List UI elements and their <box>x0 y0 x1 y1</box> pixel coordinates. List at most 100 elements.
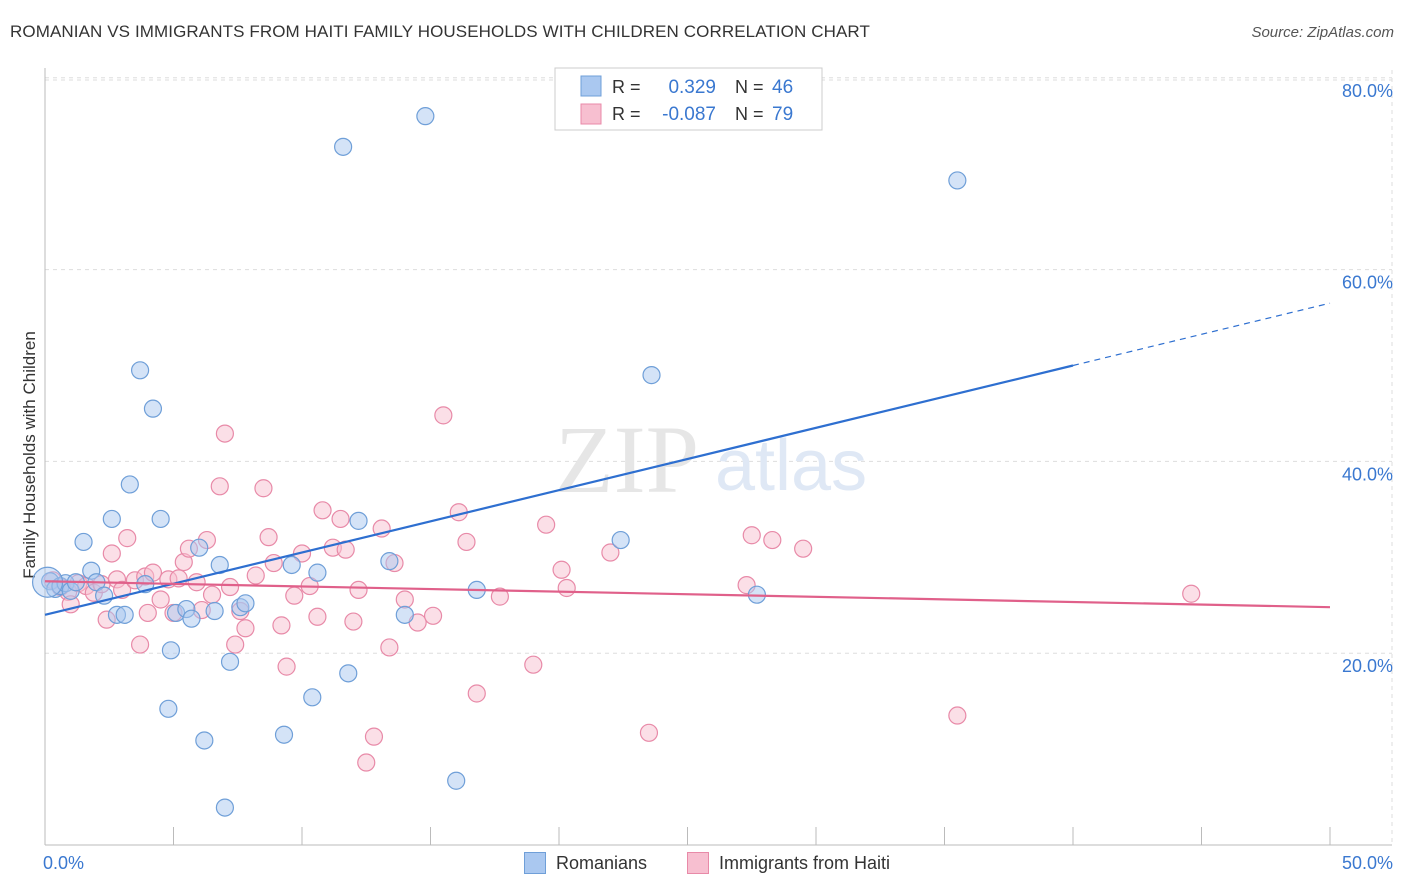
haiti-point <box>639 723 659 742</box>
romanian-point <box>151 509 170 529</box>
legend-label-romanians: Romanians <box>556 852 648 873</box>
haiti-point <box>285 586 304 605</box>
romanian-trend-line <box>44 364 1074 616</box>
haiti-point <box>272 616 291 635</box>
haiti-point <box>138 603 157 623</box>
legend-top: R = 0.329 N = 46 R = -0.087 N = 79 <box>554 67 823 131</box>
haiti-point <box>254 479 273 498</box>
romanian-point <box>447 771 466 790</box>
legend-swatch-blue <box>580 75 602 97</box>
source-label: Source: ZipAtlas.com <box>1251 24 1394 41</box>
romanian-point <box>339 664 358 683</box>
romanian-point <box>74 532 93 552</box>
haiti-point <box>226 635 245 654</box>
haiti-point <box>490 587 509 606</box>
haiti-point <box>331 509 350 529</box>
legend-swatch-haiti <box>687 852 709 874</box>
haiti-trend-line <box>44 580 1331 609</box>
x-tick-label-max: 50.0% <box>1342 853 1393 873</box>
x-tick-labels: 0.0% 50.0% <box>43 853 1393 873</box>
axes <box>44 68 1392 846</box>
romanian-point <box>143 399 163 418</box>
haiti-point <box>151 590 170 609</box>
haiti-point <box>364 727 384 746</box>
romanian-point <box>303 688 322 707</box>
romanian-point <box>334 137 353 156</box>
romanian-point <box>102 509 121 529</box>
watermark: ZIP atlas <box>555 406 867 513</box>
romanian-point <box>416 107 435 126</box>
haiti-point <box>557 578 576 598</box>
romanian-point <box>120 475 139 494</box>
legend-label-haiti: Immigrants from Haiti <box>719 852 891 873</box>
haiti-point <box>457 532 476 552</box>
haiti-point <box>601 543 620 562</box>
romanian-point <box>215 798 234 817</box>
haiti-point <box>344 612 363 631</box>
romanian-point <box>395 605 414 624</box>
haiti-point <box>220 577 240 597</box>
haiti-point <box>357 753 376 772</box>
haiti-point <box>236 619 255 638</box>
romanian-point <box>195 731 214 750</box>
romanian-point <box>182 609 201 628</box>
y-tick-label: 60.0% <box>1342 273 1393 293</box>
romanian-point <box>282 555 301 575</box>
y-tick-label: 80.0% <box>1342 81 1393 101</box>
y-tick-labels: 20.0% 40.0% 60.0% 80.0% <box>1342 81 1393 676</box>
romanian-point <box>948 171 967 190</box>
romanian-trend-extension <box>1072 302 1331 367</box>
legend-item-romanians[interactable]: Romanians <box>524 852 647 874</box>
watermark-atlas: atlas <box>715 426 867 506</box>
romanian-point <box>205 601 224 621</box>
haiti-point <box>210 477 229 496</box>
romanian-points <box>31 107 967 817</box>
romanian-point <box>308 563 327 582</box>
romanian-point <box>115 605 134 624</box>
legend-n-label-blue: N = <box>735 77 764 97</box>
haiti-point <box>537 515 556 534</box>
romanian-point <box>161 641 181 660</box>
legend-item-haiti[interactable]: Immigrants from Haiti <box>687 852 890 874</box>
x-tick-label-min: 0.0% <box>43 853 84 873</box>
romanian-point <box>349 511 368 530</box>
haiti-point <box>118 529 137 548</box>
y-tick-label: 40.0% <box>1342 464 1393 484</box>
haiti-point <box>948 706 967 725</box>
legend-n-value-pink: 79 <box>772 104 793 125</box>
romanian-point <box>159 699 178 718</box>
haiti-point <box>395 590 414 609</box>
haiti-point <box>259 528 278 547</box>
legend-r-label-blue: R = <box>612 77 641 97</box>
haiti-point <box>308 607 327 626</box>
haiti-point <box>763 530 782 550</box>
haiti-point <box>380 638 399 657</box>
haiti-point <box>102 544 121 563</box>
haiti-point <box>467 684 486 703</box>
haiti-point <box>277 657 296 676</box>
legend-n-label-pink: N = <box>735 104 764 124</box>
legend-swatch-romanians <box>524 852 546 874</box>
haiti-point <box>742 526 761 545</box>
haiti-point <box>215 424 234 443</box>
haiti-point <box>1182 584 1201 603</box>
haiti-point <box>130 635 150 654</box>
legend-r-value-pink: -0.087 <box>662 104 716 125</box>
haiti-point <box>552 560 571 579</box>
legend-bottom: Romanians Immigrants from Haiti <box>0 852 1406 878</box>
haiti-point <box>423 606 443 625</box>
romanian-point <box>220 652 240 671</box>
romanian-point <box>130 361 150 380</box>
y-tick-label: 20.0% <box>1342 656 1393 676</box>
gridlines <box>45 70 1393 845</box>
romanian-point <box>190 538 209 557</box>
haiti-point <box>313 501 332 520</box>
haiti-point <box>246 566 265 585</box>
romanian-point <box>274 725 294 744</box>
legend-r-value-blue: 0.329 <box>668 77 716 98</box>
haiti-point <box>349 580 368 600</box>
haiti-point <box>794 539 813 558</box>
haiti-point <box>202 585 222 604</box>
romanian-point <box>380 552 399 571</box>
